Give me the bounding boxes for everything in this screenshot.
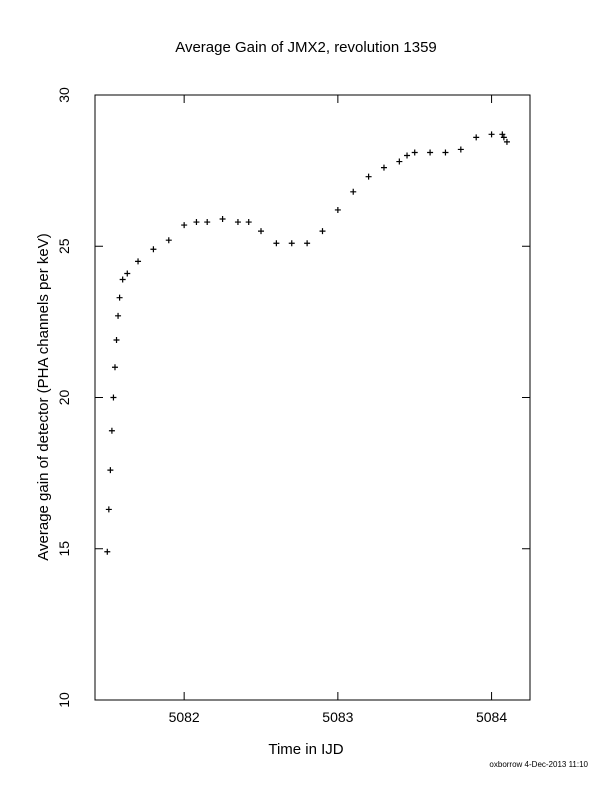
data-point bbox=[396, 158, 403, 165]
y-axis-label: Average gain of detector (PHA channels p… bbox=[35, 233, 52, 560]
data-point bbox=[427, 149, 434, 156]
data-point bbox=[404, 152, 411, 159]
footer-note: oxborrow 4-Dec-2013 11:10 bbox=[489, 760, 588, 769]
data-point bbox=[124, 270, 131, 277]
data-point bbox=[150, 246, 157, 253]
data-point bbox=[380, 164, 387, 171]
data-point bbox=[204, 219, 211, 226]
data-point bbox=[113, 337, 120, 344]
y-tick-label: 15 bbox=[56, 541, 72, 557]
data-point bbox=[499, 131, 506, 138]
data-point bbox=[108, 427, 115, 434]
data-point bbox=[365, 173, 372, 180]
y-tick-label: 10 bbox=[56, 692, 72, 708]
x-tick-label: 5084 bbox=[476, 709, 507, 725]
x-tick-label: 5082 bbox=[169, 709, 200, 725]
data-point bbox=[245, 219, 252, 226]
data-point bbox=[473, 134, 480, 141]
y-tick-label: 25 bbox=[56, 238, 72, 254]
data-point bbox=[107, 467, 114, 474]
data-point bbox=[111, 364, 118, 371]
plot-frame bbox=[94, 94, 531, 701]
data-point bbox=[350, 188, 357, 195]
data-point bbox=[442, 149, 449, 156]
data-point bbox=[193, 219, 200, 226]
y-tick-label: 20 bbox=[56, 390, 72, 406]
data-point bbox=[304, 240, 311, 247]
chart-title: Average Gain of JMX2, revolution 1359 bbox=[175, 39, 437, 56]
x-tick-label: 5083 bbox=[322, 709, 353, 725]
data-point bbox=[500, 134, 507, 141]
data-point bbox=[219, 216, 226, 223]
data-point bbox=[104, 548, 111, 555]
data-point bbox=[258, 228, 265, 235]
data-point bbox=[334, 206, 341, 213]
data-point bbox=[488, 131, 495, 138]
data-point bbox=[503, 138, 510, 145]
data-point bbox=[165, 237, 172, 244]
data-point bbox=[105, 506, 112, 513]
data-point bbox=[411, 149, 418, 156]
data-point bbox=[457, 146, 464, 153]
data-point bbox=[115, 312, 122, 319]
data-point bbox=[181, 222, 188, 229]
axis-ticks: 5082 5083 5084 10 15 20 25 30 bbox=[56, 87, 530, 725]
data-point bbox=[234, 219, 241, 226]
x-axis-label: Time in IJD bbox=[268, 741, 343, 758]
y-tick-label: 30 bbox=[56, 87, 72, 103]
data-point bbox=[119, 276, 126, 283]
data-points bbox=[104, 131, 510, 555]
data-point bbox=[135, 258, 142, 265]
data-point bbox=[110, 394, 117, 401]
data-point bbox=[288, 240, 295, 247]
data-point bbox=[116, 294, 123, 301]
data-point bbox=[319, 228, 326, 235]
data-point bbox=[273, 240, 280, 247]
